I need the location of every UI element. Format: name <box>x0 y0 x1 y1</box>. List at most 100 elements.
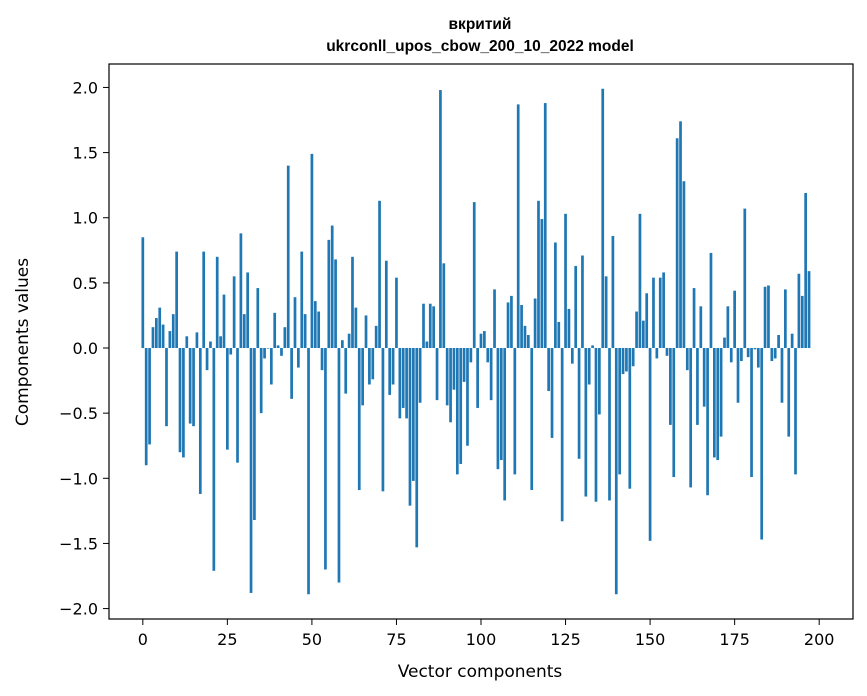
bar-51 <box>313 301 317 349</box>
bar-140 <box>614 348 618 595</box>
bar-83 <box>422 303 425 349</box>
bar-102 <box>486 348 490 363</box>
y-tick-label-4: 0.0 <box>73 339 98 358</box>
bar-46 <box>297 348 300 368</box>
bar-58 <box>337 348 341 583</box>
bar-183 <box>760 348 764 540</box>
bar-186 <box>770 348 774 362</box>
bar-89 <box>442 263 446 349</box>
bar-61 <box>347 333 351 349</box>
bar-136 <box>601 88 605 349</box>
bar-132 <box>587 348 591 385</box>
bar-29 <box>239 233 243 349</box>
bar-168 <box>709 252 713 349</box>
bar-176 <box>736 348 740 403</box>
bar-6 <box>161 324 165 349</box>
bar-15 <box>192 348 195 427</box>
bar-133 <box>591 345 594 349</box>
bar-65 <box>361 348 364 406</box>
bar-95 <box>462 348 466 382</box>
bar-72 <box>384 260 388 349</box>
bar-122 <box>554 242 557 349</box>
bar-167 <box>706 348 709 496</box>
x-axis-ticks: 0 25 50 75 100 125 150 175 200 <box>138 619 834 649</box>
bar-70 <box>378 200 381 349</box>
bar-194 <box>797 273 801 349</box>
bar-87 <box>435 348 439 401</box>
bar-181 <box>753 348 757 350</box>
bar-127 <box>570 348 574 364</box>
chart-title-line-1: вкритий <box>449 16 512 33</box>
y-tick-label-2: −1.0 <box>59 469 98 488</box>
bar-135 <box>598 348 601 415</box>
bar-116 <box>533 298 537 349</box>
bar-47 <box>300 251 304 349</box>
x-axis-label: Vector components <box>398 662 563 682</box>
x-tick-label-100: 100 <box>466 630 497 649</box>
bar-117 <box>537 200 540 349</box>
y-tick-label-1: −1.5 <box>59 534 98 553</box>
bar-24 <box>222 294 226 349</box>
bar-131 <box>584 348 588 497</box>
bar-159 <box>679 121 682 349</box>
bar-177 <box>740 348 743 362</box>
plot-frame <box>108 63 854 620</box>
bar-93 <box>455 348 459 475</box>
bar-67 <box>368 348 371 385</box>
x-tick-label-25: 25 <box>217 630 237 649</box>
bar-123 <box>557 321 561 349</box>
bar-1 <box>144 348 148 466</box>
bar-165 <box>699 306 703 349</box>
bar-161 <box>685 348 689 371</box>
bar-78 <box>405 348 408 419</box>
bar-110 <box>513 348 517 475</box>
bar-17 <box>198 348 202 494</box>
bar-182 <box>756 348 760 368</box>
bar-108 <box>506 302 510 349</box>
bar-14 <box>188 348 192 424</box>
bar-45 <box>293 297 297 349</box>
bar-39 <box>273 312 277 349</box>
bar-138 <box>608 348 611 501</box>
bar-149 <box>645 293 649 349</box>
bar-155 <box>665 348 669 356</box>
bar-101 <box>483 331 486 349</box>
bar-175 <box>733 290 736 349</box>
bar-169 <box>712 348 716 458</box>
bar-162 <box>689 348 693 488</box>
bar-189 <box>780 348 784 403</box>
bar-171 <box>719 348 723 437</box>
bar-96 <box>466 348 469 446</box>
bar-36 <box>263 348 266 359</box>
x-tick-label-75: 75 <box>386 630 406 649</box>
bar-107 <box>503 348 507 501</box>
bar-146 <box>635 311 638 349</box>
bar-156 <box>669 348 672 425</box>
bar-118 <box>540 219 544 349</box>
bar-166 <box>702 348 706 407</box>
bar-94 <box>459 348 463 464</box>
bar-143 <box>625 348 628 372</box>
bar-64 <box>357 348 361 491</box>
bar-164 <box>696 348 699 425</box>
bar-48 <box>303 314 307 349</box>
bar-53 <box>320 348 324 371</box>
bar-179 <box>746 348 750 358</box>
bar-4 <box>154 318 158 349</box>
bar-74 <box>391 348 395 385</box>
y-tick-label-7: 1.5 <box>73 144 98 163</box>
bar-134 <box>594 348 598 502</box>
bar-193 <box>794 348 797 475</box>
bar-22 <box>215 256 219 349</box>
bar-57 <box>334 259 337 349</box>
bar-3 <box>151 327 155 349</box>
bar-50 <box>310 153 314 349</box>
y-axis-ticks: −2.0 −1.5 −1.0 −0.5 0.0 0.5 1.0 1.5 2.0 <box>59 78 109 619</box>
bar-121 <box>550 348 554 438</box>
bar-8 <box>168 331 172 349</box>
bar-55 <box>327 239 331 349</box>
bar-128 <box>574 265 578 349</box>
bar-173 <box>726 306 730 349</box>
bar-115 <box>530 348 534 491</box>
